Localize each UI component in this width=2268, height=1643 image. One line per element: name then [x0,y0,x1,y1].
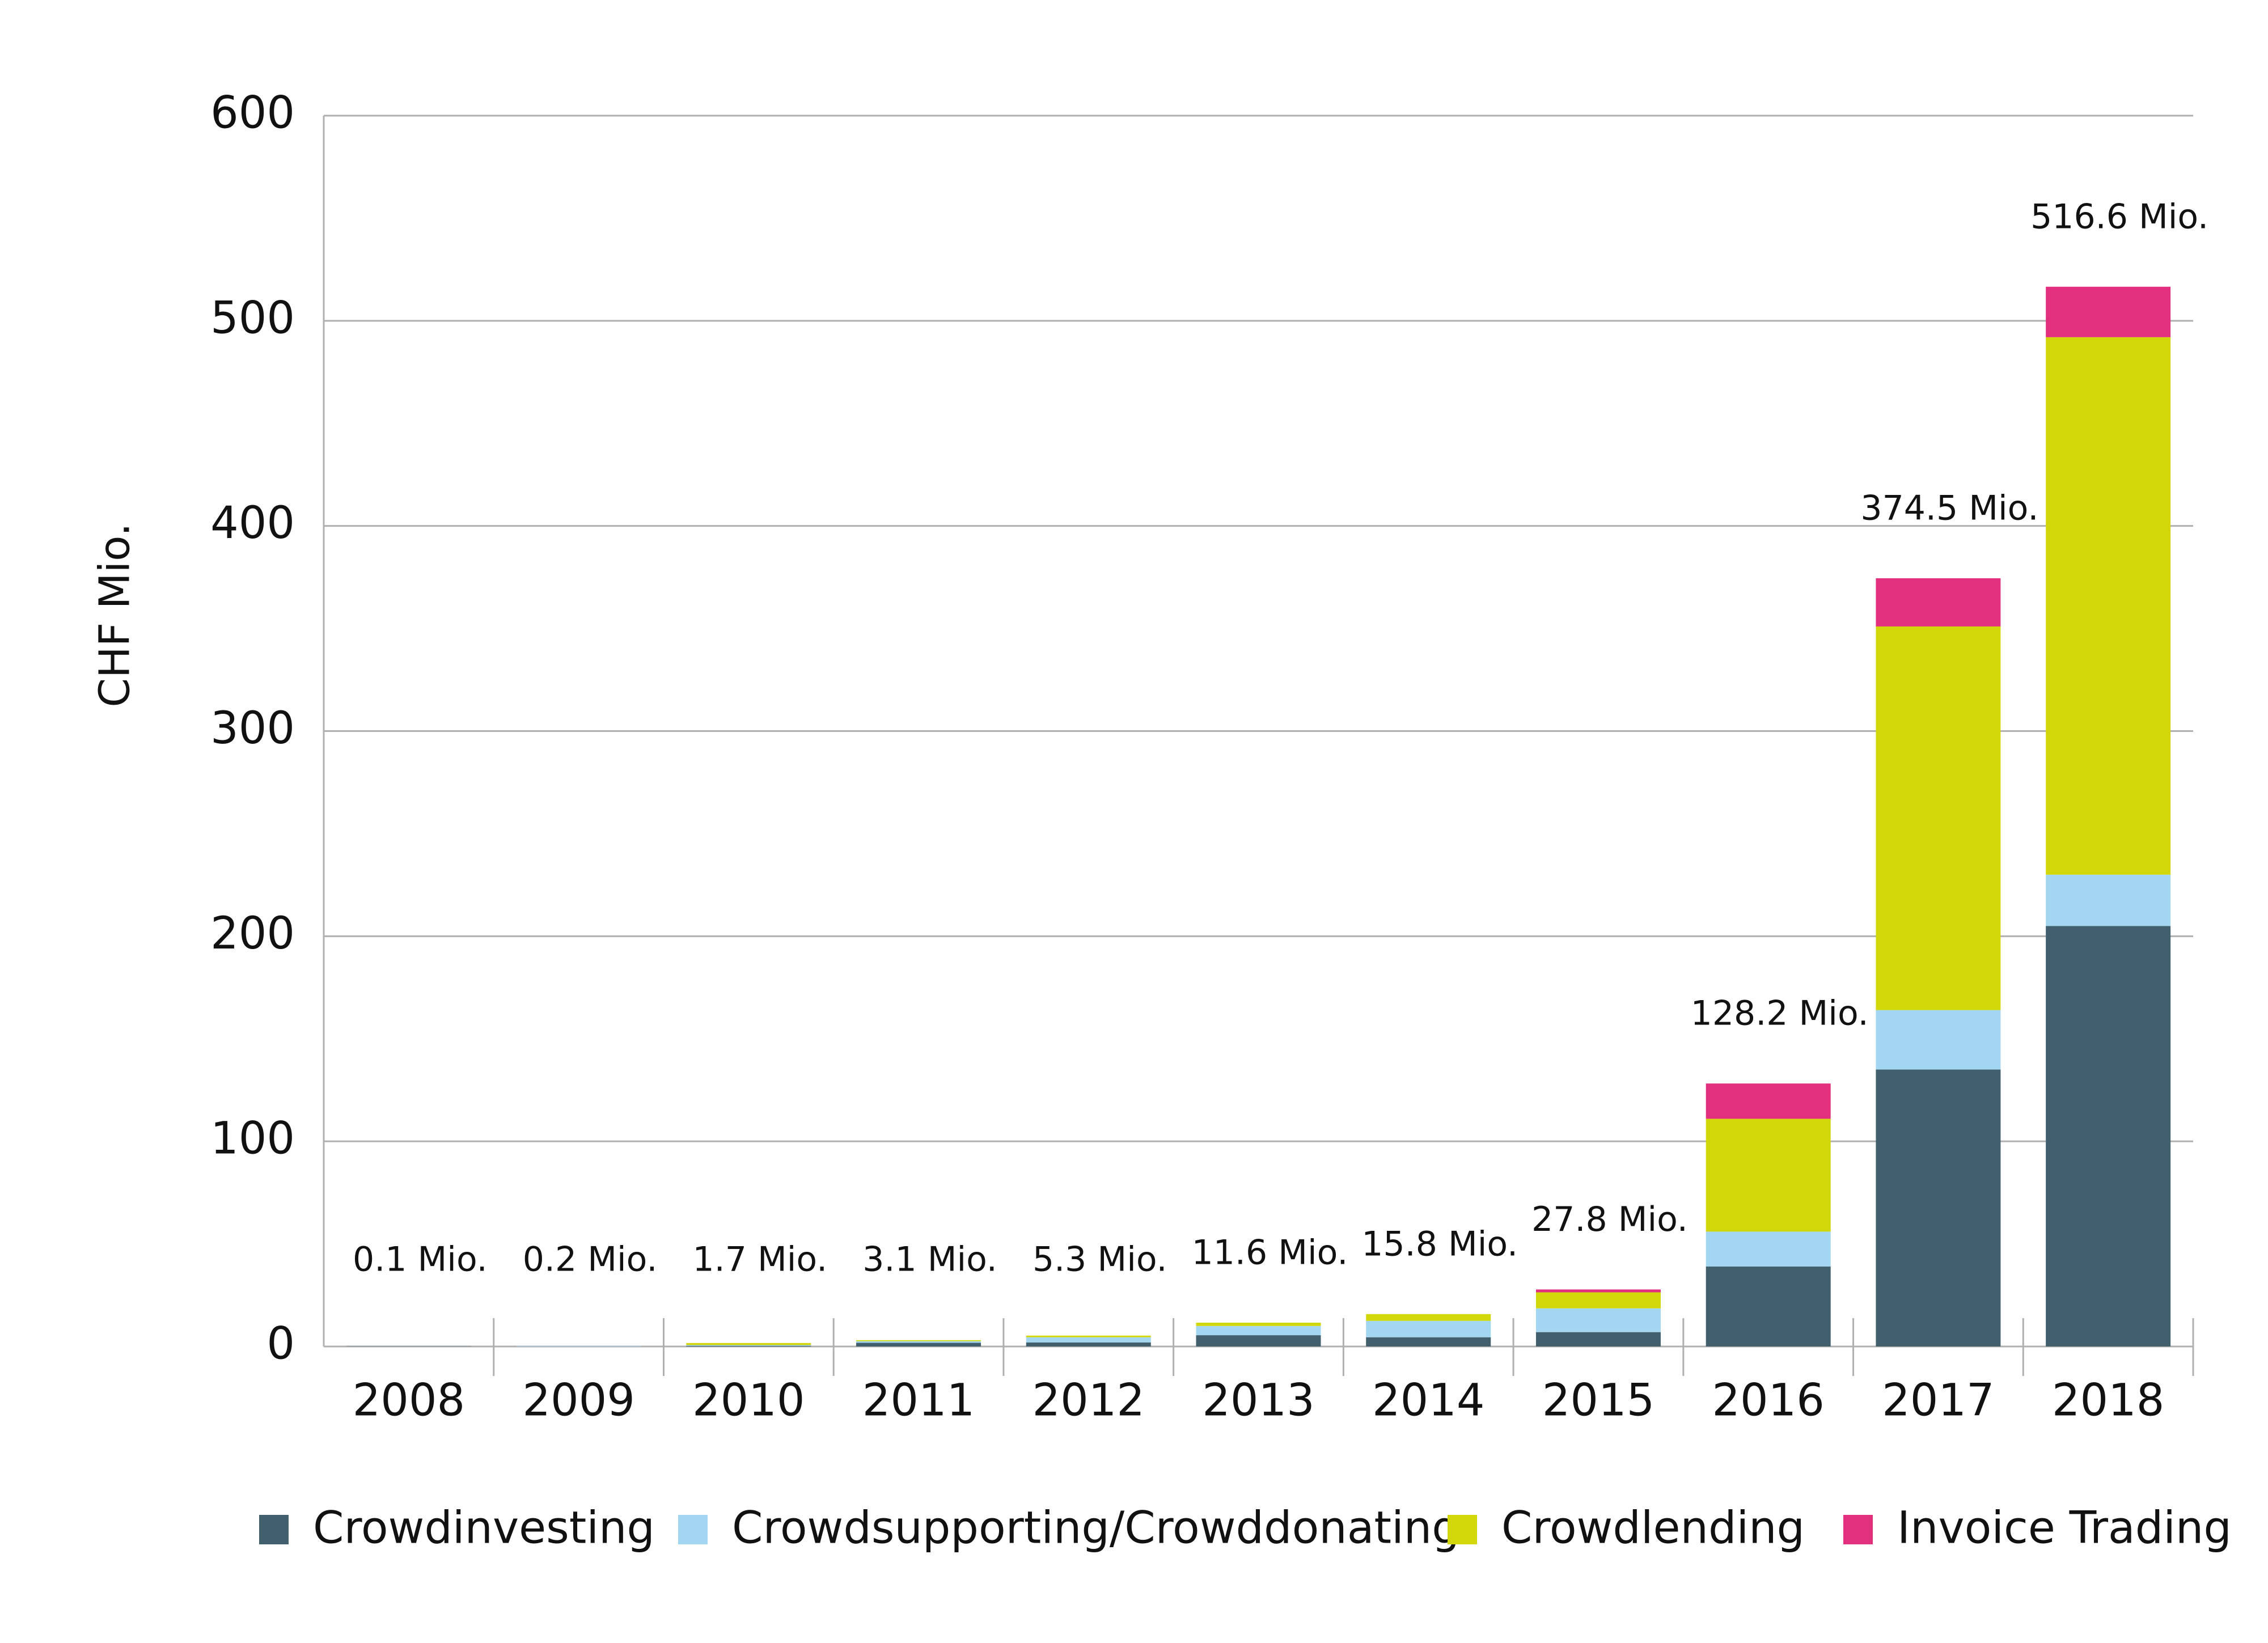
bar-segment [1196,1335,1321,1346]
bar-segment [1706,1266,1831,1346]
bar-segment [1196,1326,1321,1336]
y-tick-label: 400 [210,498,295,549]
bar-segment [1026,1342,1151,1346]
legend-label: Crowdsupporting/Crowddonating [732,1502,1460,1553]
x-tick-label: 2008 [353,1375,466,1426]
x-tick-label: 2016 [1712,1375,1825,1426]
y-axis-label: CHF Mio. [91,523,139,707]
bar-segment [2046,286,2171,337]
legend-label: Crowdlending [1501,1502,1805,1553]
x-tick-label: 2012 [1033,1375,1145,1426]
y-tick-label: 500 [210,293,295,344]
bar-segment [1876,1010,2001,1070]
total-label: 5.3 Mio. [1033,1240,1167,1280]
x-tick-label: 2018 [2052,1375,2165,1426]
x-tick-label: 2009 [522,1375,635,1426]
legend-swatch [1448,1515,1477,1544]
legend-label: Crowdinvesting [313,1502,655,1553]
bar-segment [1706,1119,1831,1232]
bar-segment [1535,1289,1661,1293]
bar-segment [856,1340,981,1341]
bar-segment [1196,1323,1321,1326]
x-tick-label: 2010 [692,1375,805,1426]
bar-segment [686,1343,811,1345]
bar-segment [1535,1308,1661,1332]
legend-swatch [678,1515,708,1544]
y-tick-label: 600 [210,87,295,138]
x-tick-label: 2017 [1882,1375,1995,1426]
legend-swatch [1843,1515,1873,1544]
x-tick-label: 2011 [862,1375,975,1426]
bar-segment [1026,1335,1151,1337]
total-label: 15.8 Mio. [1361,1224,1518,1264]
y-tick-label: 0 [266,1318,295,1369]
bar-segment [2046,874,2171,926]
y-tick-label: 300 [210,703,295,754]
bar-segment [1366,1314,1491,1321]
legend-swatch [259,1515,289,1544]
legend-label: Invoice Trading [1897,1502,2232,1553]
total-label: 516.6 Mio. [2030,197,2208,236]
total-label: 128.2 Mio. [1691,994,1869,1034]
total-label: 374.5 Mio. [1860,489,2038,528]
bar-segment [1026,1337,1151,1343]
y-tick-label: 100 [210,1113,295,1165]
y-tick-label: 200 [210,908,295,959]
total-label: 0.1 Mio. [353,1240,488,1280]
total-label: 1.7 Mio. [692,1240,827,1280]
bar-segment [1366,1320,1491,1337]
bar-segment [856,1343,981,1346]
bar-segment [1876,626,2001,1010]
bar-segment [1535,1292,1661,1309]
bar-segment [856,1341,981,1343]
bar-segment [1706,1231,1831,1267]
x-tick-label: 2015 [1542,1375,1655,1426]
total-label: 0.2 Mio. [523,1240,658,1280]
bar-segment [1706,1083,1831,1119]
x-tick-label: 2013 [1202,1375,1315,1426]
total-label: 27.8 Mio. [1531,1200,1688,1239]
bar-segment [1876,578,2001,626]
bar-segment [1366,1337,1491,1346]
x-tick-label: 2014 [1372,1375,1485,1426]
total-label: 11.6 Mio. [1192,1233,1348,1273]
bar-segment [1535,1332,1661,1346]
total-label: 3.1 Mio. [862,1240,997,1280]
bar-segment [1876,1069,2001,1346]
bar-segment [2046,337,2171,875]
bar-segment [2046,926,2171,1346]
